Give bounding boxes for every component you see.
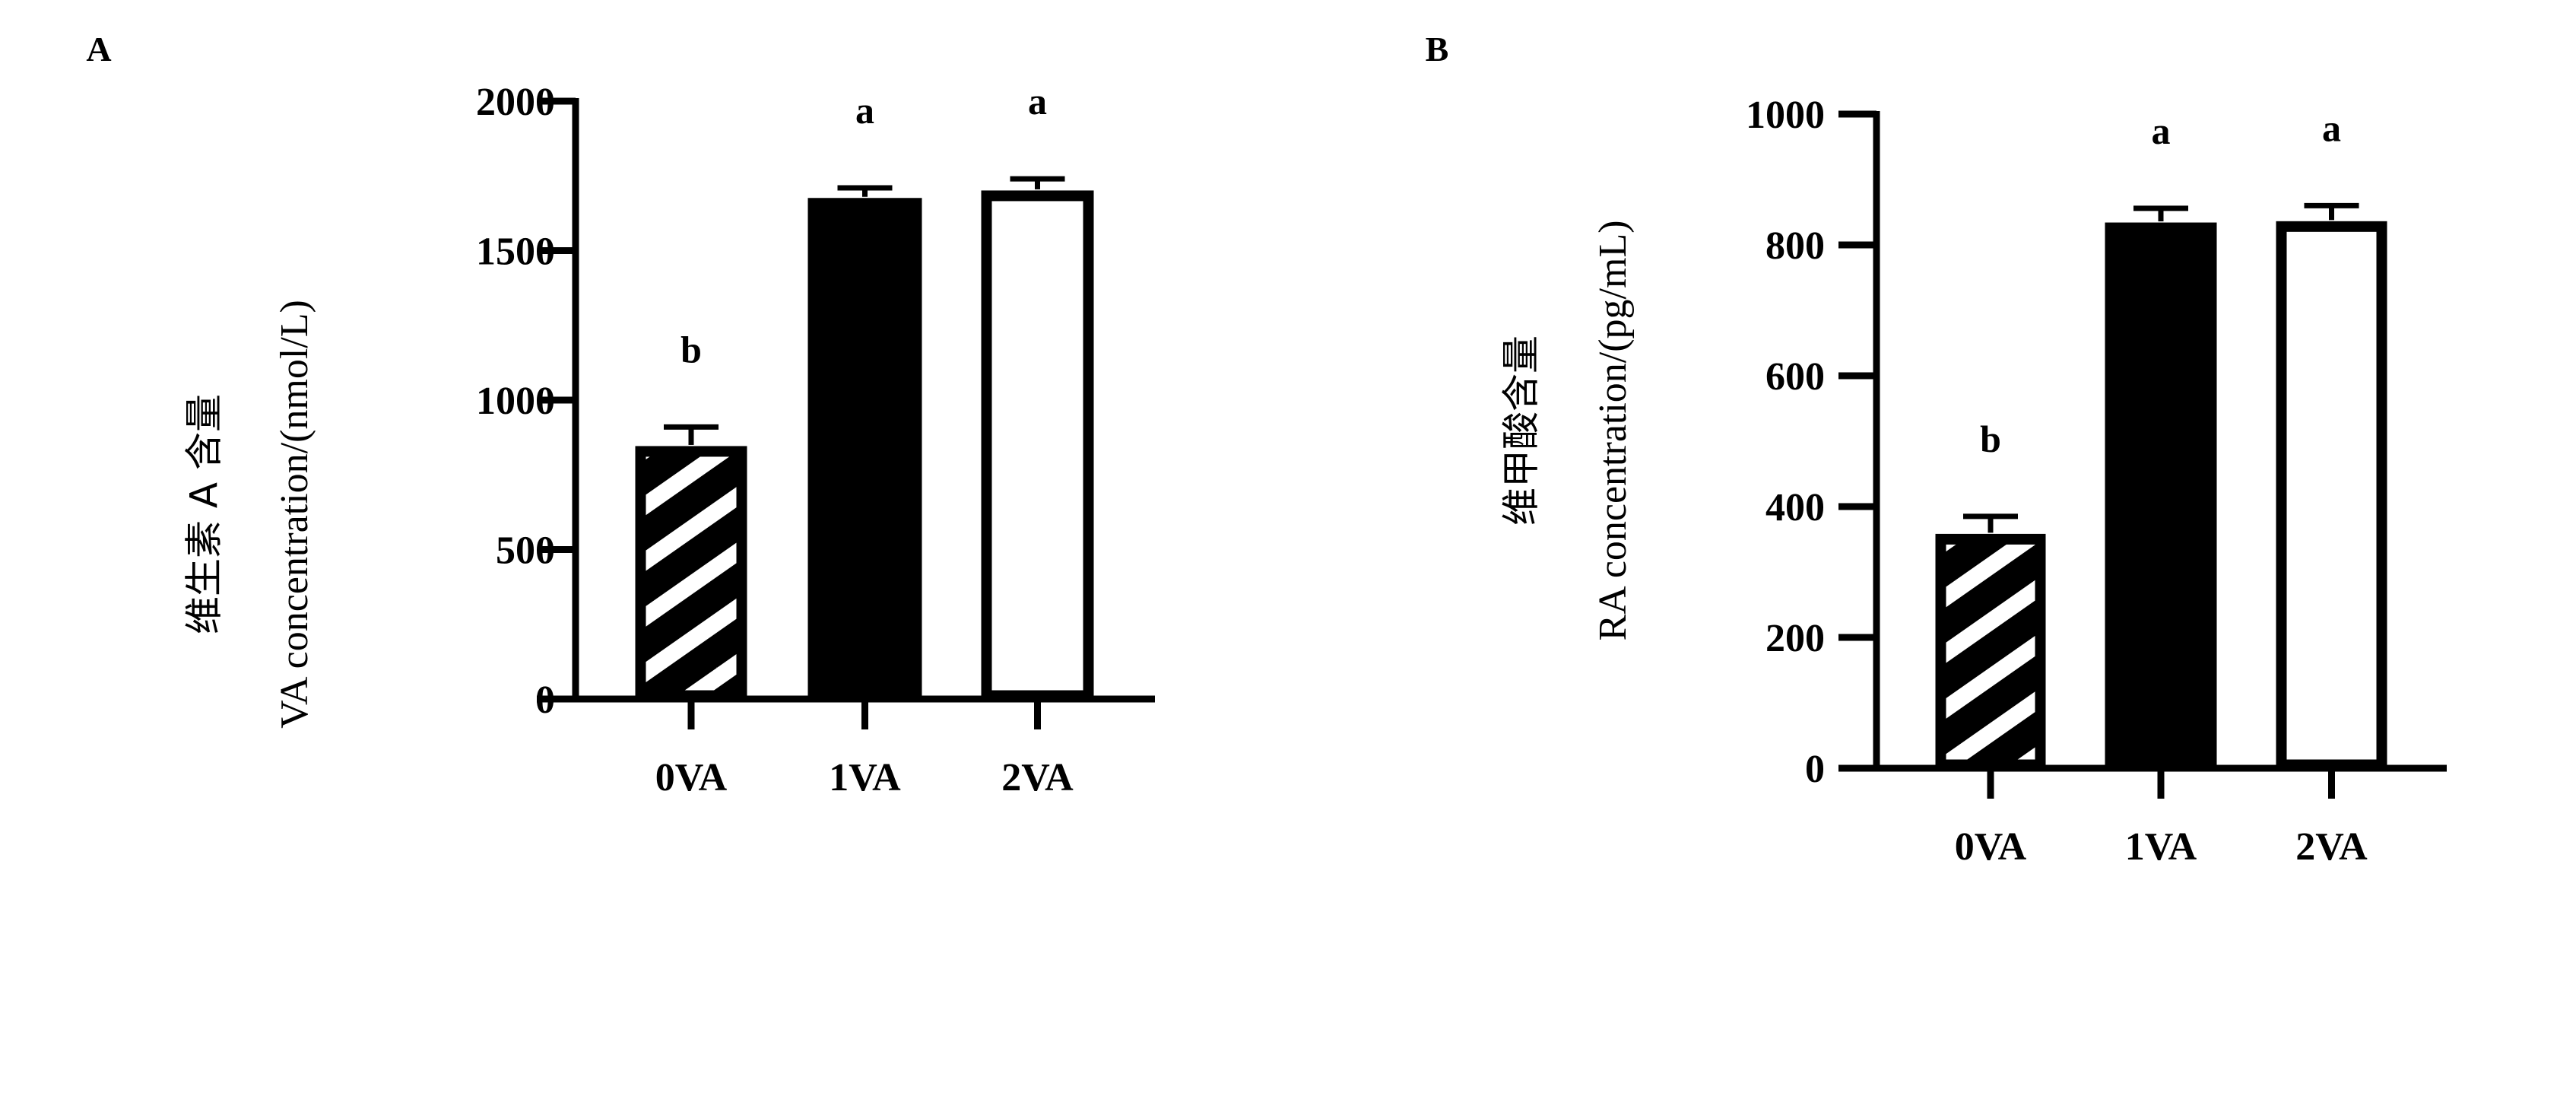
y-axis-title: VA concentration/(nmol/L) xyxy=(273,300,316,729)
y-tick-label: 400 xyxy=(1765,486,1825,529)
bar-1va xyxy=(807,198,922,701)
x-tick-label: 0VA xyxy=(655,756,728,799)
bar-0va xyxy=(1935,533,2046,771)
y-axis-title-cn: 维生素 A 含量 xyxy=(182,394,227,634)
panel-label: A xyxy=(86,30,111,68)
y-tick-label: 1000 xyxy=(476,380,555,423)
bar-2va xyxy=(2276,221,2387,771)
bar-1va xyxy=(2105,222,2217,771)
y-tick-label: 0 xyxy=(535,678,555,722)
panel-a: A 维生素 A 含量 VA concentration/(nmol/L) b 0VA a 1… xyxy=(86,30,1155,799)
significance-label: a xyxy=(1028,80,1047,122)
y-axis-title: RA concentration/(pg/mL) xyxy=(1591,220,1635,640)
bar-0va xyxy=(635,446,747,701)
y-tick-label: 2000 xyxy=(476,81,555,124)
x-tick-label: 0VA xyxy=(1955,825,2027,869)
y-tick-label: 500 xyxy=(496,529,555,573)
y-tick-label: 1500 xyxy=(476,230,555,274)
y-axis-title-cn: 维甲酸含量 xyxy=(1499,335,1543,526)
x-tick-label: 2VA xyxy=(1001,756,1074,799)
panel-label: B xyxy=(1426,30,1449,68)
y-tick-label: 0 xyxy=(1805,748,1825,791)
significance-label: a xyxy=(855,89,874,132)
y-tick-label: 200 xyxy=(1765,617,1825,660)
x-tick-label: 2VA xyxy=(2295,825,2368,869)
significance-label: a xyxy=(2322,106,2341,149)
y-tick-label: 1000 xyxy=(1746,94,1825,137)
y-tick-label: 800 xyxy=(1765,224,1825,268)
y-tick-label: 600 xyxy=(1765,355,1825,399)
panel-b: B 维甲酸含量 RA concentration/(pg/mL) b 0VA a 1VA a 2… xyxy=(1426,30,2447,869)
significance-label: a xyxy=(2152,110,2171,152)
x-tick-label: 1VA xyxy=(2125,825,2197,869)
significance-label: b xyxy=(680,328,702,370)
bar-2va xyxy=(981,190,1094,701)
x-tick-label: 1VA xyxy=(829,756,901,799)
significance-label: b xyxy=(1980,418,2001,460)
